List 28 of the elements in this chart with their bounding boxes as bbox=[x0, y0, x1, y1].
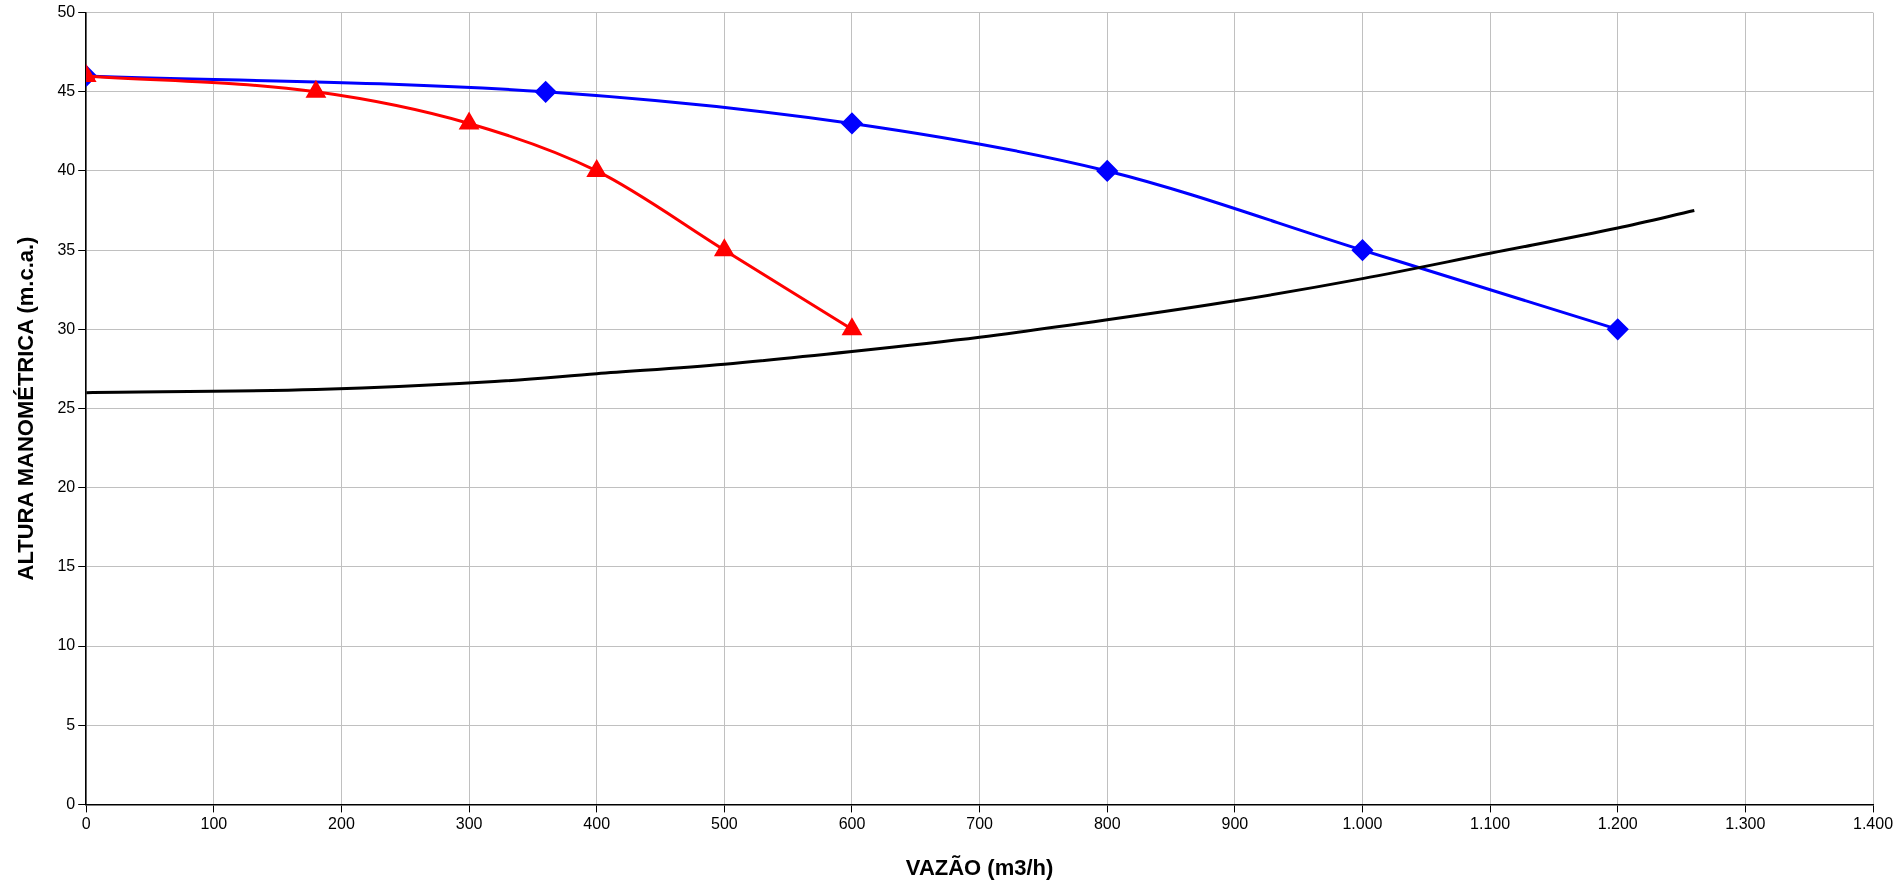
y-tick-label: 35 bbox=[57, 240, 76, 258]
x-tick-label: 1.000 bbox=[1342, 815, 1383, 833]
x-tick-label: 400 bbox=[583, 815, 611, 833]
y-tick-label: 40 bbox=[57, 161, 76, 179]
x-tick-label: 1.300 bbox=[1725, 815, 1766, 833]
x-tick-label: 0 bbox=[81, 815, 91, 833]
y-tick-label: 10 bbox=[57, 636, 76, 654]
x-tick-label: 1.100 bbox=[1470, 815, 1511, 833]
x-tick-label: 900 bbox=[1221, 815, 1249, 833]
x-tick-label: 200 bbox=[328, 815, 355, 833]
y-tick-label: 15 bbox=[57, 557, 76, 575]
y-tick-label: 45 bbox=[57, 82, 76, 100]
y-tick-label: 5 bbox=[66, 715, 76, 733]
y-tick-label: 50 bbox=[57, 3, 76, 21]
x-tick-label: 1.400 bbox=[1852, 815, 1894, 833]
x-tick-label: 800 bbox=[1093, 815, 1121, 833]
x-tick-label: 500 bbox=[710, 815, 738, 833]
y-tick-label: 20 bbox=[57, 478, 76, 496]
y-tick-label: 25 bbox=[57, 398, 76, 416]
x-tick-label: 600 bbox=[838, 815, 866, 833]
x-tick-label: 100 bbox=[200, 815, 228, 833]
y-tick-label: 0 bbox=[66, 794, 76, 812]
x-tick-label: 300 bbox=[455, 815, 483, 833]
x-tick-label: 700 bbox=[966, 815, 994, 833]
x-tick-label: 1.200 bbox=[1597, 815, 1638, 833]
x-axis-title: VAZÃO (m3/h) bbox=[905, 854, 1054, 880]
y-tick-label: 30 bbox=[57, 319, 76, 337]
y-axis-title: ALTURA MANOMÉTRICA (m.c.a.) bbox=[13, 236, 39, 581]
